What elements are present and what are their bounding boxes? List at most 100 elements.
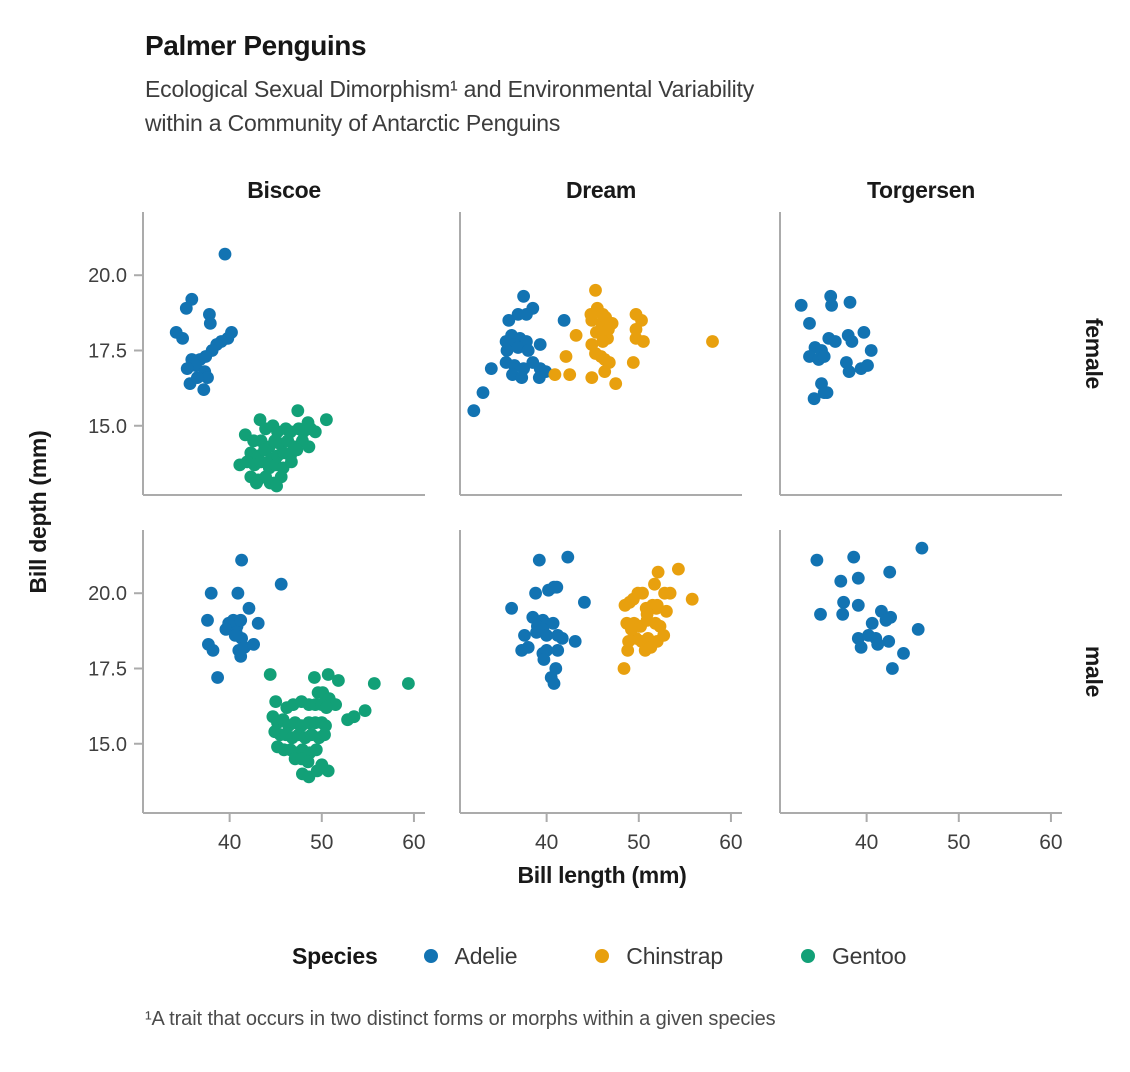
chart-subtitle-line1: Ecological Sexual Dimorphism¹ and Enviro… [145, 76, 755, 102]
points-adelie-torgersen_female [794, 289, 878, 406]
data-point [911, 623, 925, 636]
data-point [517, 289, 530, 303]
data-point [882, 635, 896, 648]
data-point [851, 598, 865, 612]
data-point [650, 598, 664, 612]
legend: Species Adelie Chinstrap Gentoo [292, 938, 934, 974]
data-point [626, 356, 640, 369]
facet-strip-female: female [1081, 318, 1107, 389]
legend-label-gentoo: Gentoo [831, 942, 907, 969]
data-point [302, 440, 316, 454]
data-point [547, 580, 561, 594]
data-point [179, 301, 193, 315]
data-point [548, 368, 562, 381]
data-point [251, 616, 265, 630]
data-point [532, 553, 546, 567]
x-tick-label: 60 [719, 831, 742, 854]
data-point [321, 764, 335, 778]
x-tick-label: 60 [1039, 831, 1062, 854]
data-point [864, 344, 878, 357]
data-point [834, 574, 848, 588]
x-tick-label: 40 [855, 831, 878, 854]
data-point [204, 586, 218, 600]
data-point [206, 644, 220, 657]
data-point [602, 323, 615, 336]
data-point [231, 586, 245, 600]
data-point [854, 641, 868, 654]
data-point [540, 629, 553, 642]
data-point [234, 650, 248, 663]
data-point [290, 443, 304, 457]
data-point [321, 668, 335, 681]
data-point [810, 553, 824, 567]
data-point [180, 362, 194, 375]
legend-title: Species [292, 942, 378, 969]
data-point [247, 638, 260, 651]
y-tick-label: 17.5 [88, 658, 127, 680]
data-point [651, 565, 665, 579]
data-point [511, 341, 525, 354]
data-point [825, 298, 838, 312]
data-point [505, 601, 518, 615]
facet-strip-male: male [1081, 646, 1107, 697]
y-axis-title: Bill depth (mm) [25, 431, 51, 594]
chart-subtitle-line2: within a Community of Antarctic Penguins [145, 110, 561, 136]
data-point [555, 632, 569, 645]
chart-subtitle: Ecological Sexual Dimorphism¹ and Enviro… [145, 72, 754, 140]
data-point [521, 344, 535, 357]
data-point [814, 607, 827, 621]
x-tick-label: 50 [627, 831, 650, 854]
data-point [663, 586, 677, 600]
data-point [843, 295, 857, 309]
data-point [660, 604, 673, 618]
data-point [308, 671, 321, 684]
legend-dot-gentoo [800, 949, 815, 963]
data-point [883, 565, 897, 579]
data-point [648, 577, 661, 591]
data-point [285, 455, 298, 469]
data-point [845, 335, 859, 348]
data-point [561, 550, 575, 564]
data-point [551, 644, 565, 657]
points-chinstrap-dream_female [548, 283, 719, 390]
data-point [817, 386, 831, 399]
y-tick-label: 20.0 [88, 583, 127, 605]
data-point [621, 644, 635, 657]
data-point [557, 314, 571, 327]
facet-title-biscoe: Biscoe [247, 177, 321, 203]
data-point [625, 623, 638, 636]
data-point [537, 653, 551, 666]
data-point [270, 479, 283, 493]
data-point [897, 647, 910, 660]
legend-dot-adelie [423, 949, 438, 963]
data-point [526, 356, 540, 369]
points-adelie-dream_female [467, 289, 571, 418]
data-point [242, 601, 256, 615]
data-point [263, 668, 277, 681]
data-point [563, 368, 577, 381]
legend-item-gentoo: Gentoo [800, 942, 907, 970]
data-point [228, 629, 242, 642]
data-point [201, 613, 214, 627]
data-point [218, 247, 232, 261]
data-point [706, 335, 719, 348]
legend-dot-chinstrap [595, 949, 610, 963]
data-point [596, 335, 610, 348]
data-point [589, 283, 602, 297]
legend-item-adelie: Adelie [423, 943, 517, 970]
data-point [861, 359, 874, 372]
data-point [203, 317, 217, 330]
data-point [402, 677, 415, 690]
data-point [803, 317, 816, 330]
data-point [291, 404, 305, 418]
data-point [320, 701, 333, 714]
data-point [529, 586, 542, 600]
y-tick-label: 17.5 [88, 340, 127, 362]
y-tick-label: 15.0 [88, 416, 127, 438]
points-adelie-biscoe_male [201, 553, 288, 684]
points-gentoo-biscoe_female [233, 404, 333, 493]
x-tick-label: 40 [218, 831, 241, 854]
data-point [269, 695, 283, 708]
data-point [609, 377, 623, 390]
data-point [258, 443, 271, 457]
